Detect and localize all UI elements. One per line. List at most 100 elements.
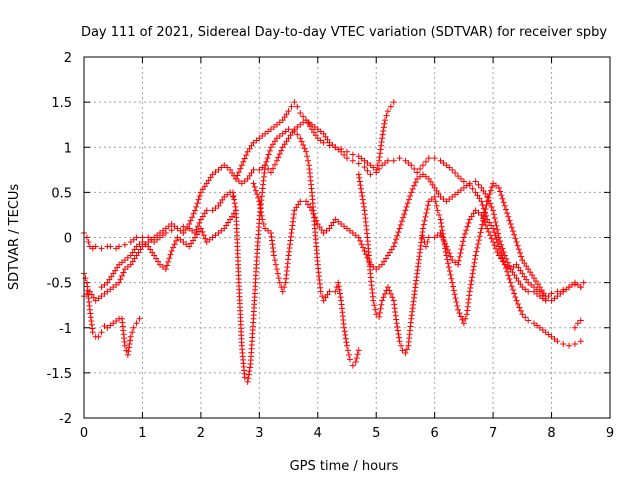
data-point <box>419 225 426 232</box>
y-tick-label: -1 <box>59 322 72 337</box>
data-point <box>338 146 345 153</box>
data-point <box>360 200 367 207</box>
data-point <box>376 309 383 316</box>
data-point <box>279 117 286 124</box>
data-point <box>571 281 578 288</box>
data-point <box>326 225 333 232</box>
data-point <box>488 204 495 211</box>
data-point <box>268 169 275 176</box>
data-point <box>450 283 457 290</box>
data-point <box>341 328 348 335</box>
data-point <box>498 192 505 199</box>
data-point <box>291 207 298 214</box>
data-point <box>495 184 502 191</box>
data-point <box>491 229 498 236</box>
data-point <box>508 283 515 290</box>
data-point <box>560 340 567 347</box>
data-point <box>515 278 522 285</box>
data-point <box>517 307 524 314</box>
data-point <box>449 166 456 173</box>
data-point <box>475 240 482 247</box>
data-point <box>246 172 253 179</box>
data-point <box>431 155 438 162</box>
data-point <box>298 138 305 145</box>
data-point <box>305 157 312 164</box>
data-point <box>126 340 133 347</box>
data-point <box>300 141 307 148</box>
data-point <box>432 198 439 205</box>
data-point <box>232 203 239 210</box>
data-point <box>276 279 283 286</box>
data-point <box>497 188 504 195</box>
data-point <box>450 287 457 294</box>
data-point <box>506 276 513 283</box>
data-point <box>295 201 302 208</box>
data-point <box>202 235 209 242</box>
data-point <box>349 157 356 164</box>
data-point <box>419 162 426 169</box>
data-point <box>425 234 432 241</box>
data-point <box>511 272 518 279</box>
data-point <box>270 252 277 259</box>
data-point <box>273 157 280 164</box>
data-point <box>493 245 500 252</box>
data-point <box>221 225 228 232</box>
data-point <box>466 216 473 223</box>
data-point <box>201 183 208 190</box>
data-point <box>199 228 206 235</box>
data-point <box>98 329 105 336</box>
data-point <box>384 108 391 115</box>
data-point <box>168 227 175 234</box>
data-point <box>523 276 530 283</box>
data-point <box>346 356 353 363</box>
data-point <box>357 182 364 189</box>
data-point <box>422 213 429 220</box>
data-point <box>194 200 201 207</box>
data-point <box>384 157 391 164</box>
data-point <box>571 340 578 347</box>
data-point <box>203 207 210 214</box>
data-point <box>361 164 368 171</box>
data-point <box>532 278 539 285</box>
data-point <box>355 160 362 167</box>
data-point <box>513 275 520 282</box>
data-point <box>328 222 335 229</box>
data-point <box>217 199 224 206</box>
data-point <box>517 267 524 274</box>
data-point <box>554 338 561 345</box>
data-point <box>244 378 251 385</box>
data-point <box>440 236 447 243</box>
data-point <box>504 210 511 217</box>
data-point <box>227 166 234 173</box>
data-point <box>431 193 438 200</box>
data-point <box>379 297 386 304</box>
data-point <box>462 315 469 322</box>
data-point <box>197 225 204 232</box>
data-point <box>476 195 483 202</box>
data-point <box>384 284 391 291</box>
data-point <box>197 216 204 223</box>
data-point <box>145 243 152 250</box>
data-point <box>320 297 327 304</box>
data-point <box>253 191 260 198</box>
series-track-10 <box>571 317 584 331</box>
data-point <box>240 158 247 165</box>
data-point <box>554 288 561 295</box>
data-point <box>513 297 520 304</box>
data-point <box>303 148 310 155</box>
data-point <box>402 207 409 214</box>
plot-frame <box>83 56 611 419</box>
data-point <box>232 175 239 182</box>
data-point <box>171 241 178 248</box>
data-point <box>425 175 432 182</box>
data-point <box>260 220 267 227</box>
data-point <box>424 206 431 213</box>
y-tick-label: 0.5 <box>51 186 72 201</box>
data-point <box>399 347 406 354</box>
data-point <box>478 225 485 232</box>
data-point <box>256 198 263 205</box>
data-point <box>281 141 288 148</box>
data-point <box>274 270 281 277</box>
data-point <box>459 316 466 323</box>
data-point <box>381 120 388 127</box>
